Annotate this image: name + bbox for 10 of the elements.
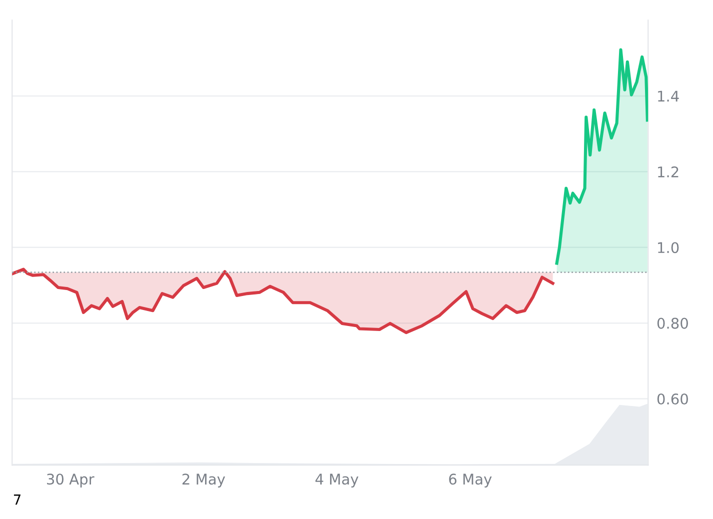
y-tick-label: 1.4 xyxy=(658,90,679,102)
y-tick-label: 0.60 xyxy=(657,393,688,405)
y-tick-label: 0.80 xyxy=(657,318,688,329)
y-tick-label: 1.2 xyxy=(658,166,678,178)
y-tick-label: 1.0 xyxy=(658,242,679,254)
x-tick-label: 30 Apr xyxy=(47,474,94,488)
x-tick-label: 6 May xyxy=(449,474,492,488)
x-tick-label: 2 May xyxy=(182,474,226,488)
text: 7 xyxy=(14,494,20,505)
x-tick-label: 4 May xyxy=(315,474,358,488)
